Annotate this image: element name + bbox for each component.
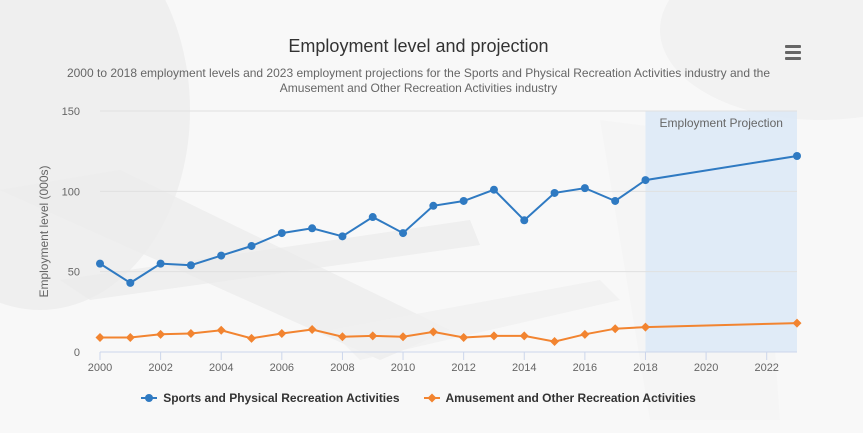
series-0-point <box>399 229 408 238</box>
chart-title: Employment level and projection <box>288 36 549 56</box>
legend-label: Sports and Physical Recreation Activitie… <box>163 391 400 405</box>
series-1-point <box>186 329 196 339</box>
series-0-point <box>641 176 650 185</box>
series-line-0 <box>99 155 798 285</box>
y-axis-label: Employment level (000s) <box>37 165 51 297</box>
series-0-point <box>308 224 317 233</box>
series-0-point <box>459 196 468 205</box>
legend-item-sports[interactable]: Sports and Physical Recreation Activitie… <box>141 391 400 405</box>
series-0-point <box>520 216 529 225</box>
series-0-point <box>489 185 498 194</box>
series-0-point <box>186 261 195 270</box>
series-0-point <box>580 184 589 193</box>
x-tick-label: 2014 <box>512 362 536 374</box>
series-1-point <box>125 333 135 343</box>
series-line-1 <box>100 322 798 343</box>
series-1-point <box>337 332 347 342</box>
series-1-point <box>792 318 802 328</box>
x-tick-label: 2020 <box>694 362 718 374</box>
series-0-point <box>217 251 226 260</box>
series-1-point <box>489 331 499 341</box>
series-1-point <box>216 325 226 335</box>
legend-item-amusement[interactable]: Amusement and Other Recreation Activitie… <box>423 391 696 405</box>
series-1-point <box>247 333 257 343</box>
series-0-point <box>156 259 165 268</box>
x-tick-label: 2012 <box>451 362 475 374</box>
hamburger-menu-icon-bar <box>785 50 801 54</box>
series-1-point <box>156 329 166 339</box>
x-tick-label: 2010 <box>391 362 415 374</box>
x-tick-label: 2002 <box>148 362 172 374</box>
x-tick-label: 2004 <box>209 362 233 374</box>
y-tick-label: 50 <box>68 267 80 279</box>
series-0-point <box>429 201 438 210</box>
series-1-point <box>580 329 590 339</box>
legend-diamond-marker-icon <box>423 392 440 404</box>
series-1-point <box>398 332 408 342</box>
x-tick-label: 2008 <box>330 362 354 374</box>
hamburger-menu-icon <box>785 44 801 48</box>
series-1-point <box>550 337 560 347</box>
series-0-point <box>126 278 135 287</box>
legend-line-marker-icon <box>141 392 158 404</box>
series-0-point <box>96 259 104 268</box>
x-tick-label: 2000 <box>88 362 112 374</box>
series-0-point <box>277 229 286 238</box>
chart-menu-button[interactable] <box>781 41 805 63</box>
series-1-point <box>95 333 105 343</box>
series-1-point <box>610 324 620 334</box>
series-1-point <box>640 322 650 332</box>
chart-legend: Sports and Physical Recreation Activitie… <box>0 391 837 405</box>
y-tick-label: 0 <box>74 347 80 359</box>
legend-label: Amusement and Other Recreation Activitie… <box>445 391 696 405</box>
series-0-point <box>368 213 377 222</box>
series-1-point <box>277 329 287 339</box>
x-tick-label: 2016 <box>573 362 597 374</box>
y-tick-label: 150 <box>62 106 80 118</box>
series-0-point <box>611 196 620 205</box>
series-0-point <box>550 188 559 197</box>
series-1-point <box>368 331 378 341</box>
x-tick-label: 2022 <box>754 362 778 374</box>
series-0-point <box>247 241 256 250</box>
series-1-point <box>307 325 317 335</box>
x-tick-label: 2018 <box>633 362 657 374</box>
y-tick-label: 100 <box>62 186 80 198</box>
series-1-point <box>519 331 529 341</box>
series-0-point <box>793 151 801 160</box>
series-1-point <box>428 327 438 337</box>
series-0-point <box>338 232 347 241</box>
series-1-point <box>459 333 469 343</box>
hamburger-menu-icon-bar <box>785 56 801 60</box>
projection-band-label: Employment Projection <box>660 116 783 130</box>
chart-subtitle: 2000 to 2018 employment levels and 2023 … <box>66 66 771 95</box>
projection-band <box>645 111 797 352</box>
x-tick-label: 2006 <box>270 362 294 374</box>
